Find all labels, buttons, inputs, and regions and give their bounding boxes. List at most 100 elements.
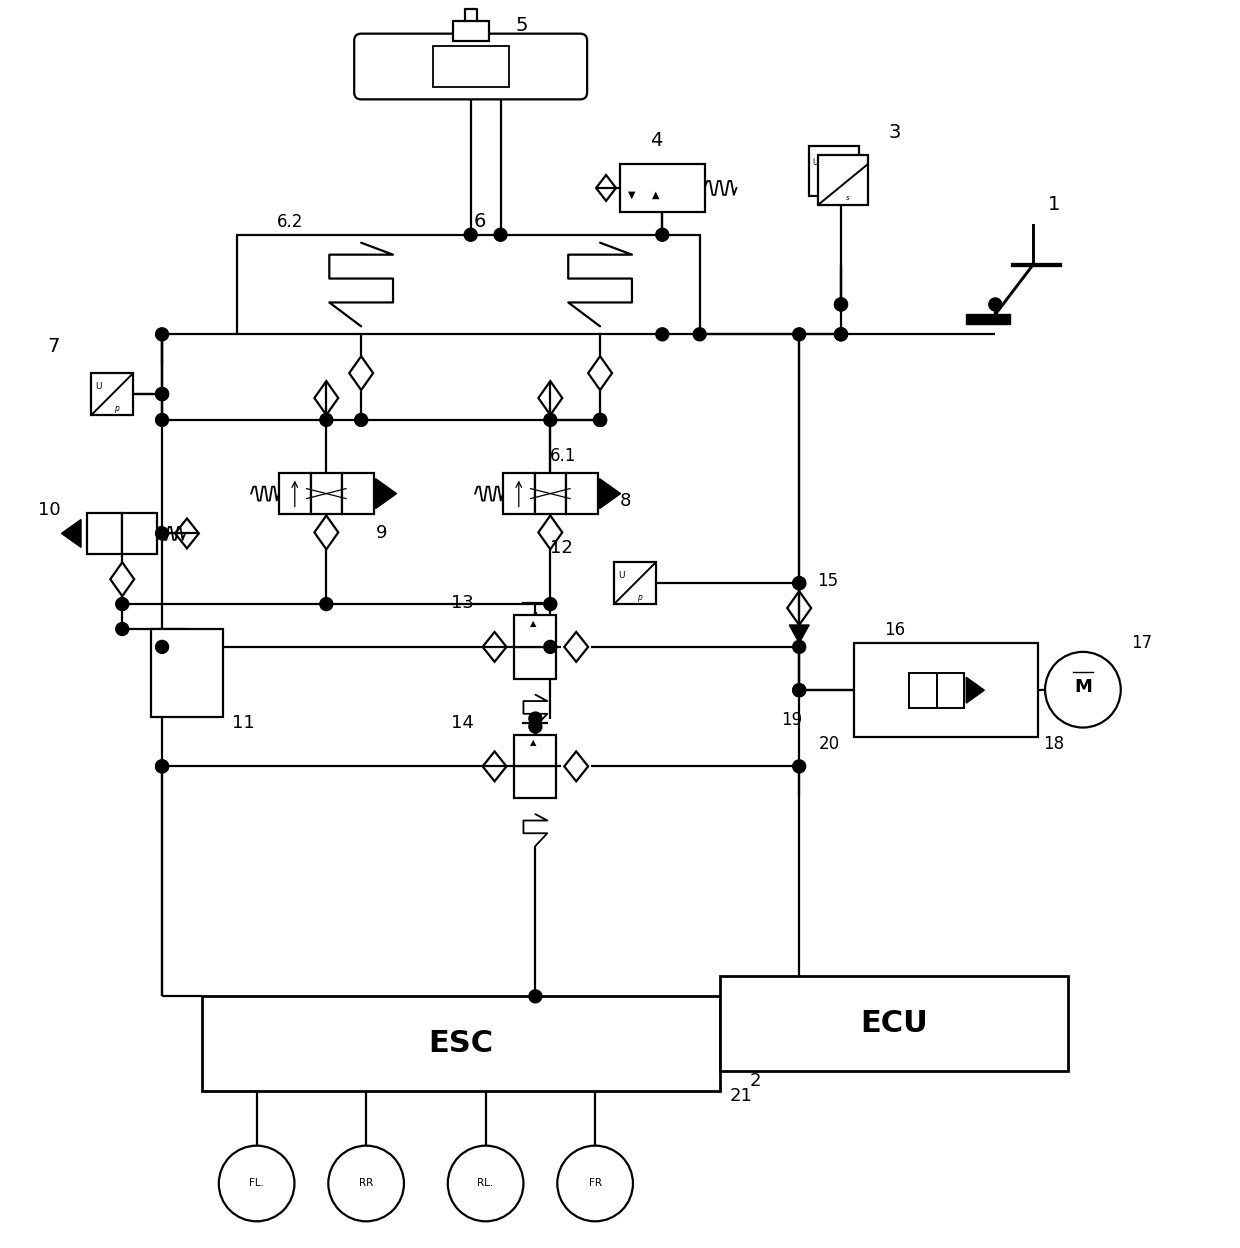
Text: RL.: RL. <box>477 1178 494 1188</box>
Text: 1: 1 <box>1048 195 1060 213</box>
Circle shape <box>544 413 557 427</box>
Text: 2: 2 <box>749 1072 761 1090</box>
Bar <box>567 473 598 514</box>
Text: 15: 15 <box>817 572 838 590</box>
Circle shape <box>835 328 847 341</box>
Circle shape <box>448 1146 523 1222</box>
Text: ▲: ▲ <box>531 739 537 748</box>
Circle shape <box>155 760 169 773</box>
Circle shape <box>792 684 806 696</box>
Circle shape <box>218 1146 294 1222</box>
Circle shape <box>155 388 169 401</box>
Text: 14: 14 <box>451 714 474 731</box>
Text: U: U <box>618 572 625 580</box>
Bar <box>503 473 534 514</box>
Text: 17: 17 <box>1131 634 1152 651</box>
Circle shape <box>529 720 542 733</box>
Text: ▲: ▲ <box>531 619 537 628</box>
Circle shape <box>792 684 806 696</box>
Bar <box>123 513 157 554</box>
Bar <box>237 235 699 334</box>
Text: 20: 20 <box>820 735 841 754</box>
Text: p: p <box>637 593 642 602</box>
Circle shape <box>792 577 806 589</box>
Text: ▲: ▲ <box>652 190 660 200</box>
Text: s: s <box>846 195 849 201</box>
Circle shape <box>792 577 806 589</box>
Circle shape <box>529 990 542 1003</box>
Bar <box>202 996 719 1091</box>
Text: p: p <box>114 404 119 413</box>
Circle shape <box>544 640 557 654</box>
Text: U: U <box>812 158 817 167</box>
Text: 6.2: 6.2 <box>277 213 303 231</box>
Circle shape <box>792 640 806 654</box>
Text: RR: RR <box>360 1178 373 1188</box>
Circle shape <box>320 598 332 610</box>
Bar <box>87 513 123 554</box>
Polygon shape <box>376 479 397 508</box>
Circle shape <box>835 328 847 341</box>
Bar <box>937 673 965 708</box>
Circle shape <box>835 298 847 311</box>
Circle shape <box>594 413 606 427</box>
Text: 8: 8 <box>620 492 631 509</box>
Text: 5: 5 <box>516 16 528 35</box>
Text: 10: 10 <box>37 502 61 519</box>
Polygon shape <box>789 625 810 643</box>
Bar <box>818 155 868 205</box>
Text: U: U <box>95 382 102 391</box>
Bar <box>453 21 489 41</box>
Text: FR: FR <box>589 1178 601 1188</box>
Bar <box>515 735 557 766</box>
Text: M: M <box>1074 678 1092 695</box>
Text: 19: 19 <box>781 711 802 729</box>
Circle shape <box>529 713 542 725</box>
Circle shape <box>155 640 169 654</box>
Text: FL.: FL. <box>249 1178 264 1188</box>
Text: 11: 11 <box>232 714 254 731</box>
Bar <box>810 146 859 196</box>
Bar <box>151 629 223 716</box>
Bar <box>854 643 1038 738</box>
Bar <box>92 373 133 414</box>
Bar <box>515 646 557 679</box>
Circle shape <box>656 328 668 341</box>
Bar <box>433 46 508 87</box>
Circle shape <box>115 623 129 635</box>
Circle shape <box>792 760 806 773</box>
Circle shape <box>115 598 129 610</box>
Text: 13: 13 <box>451 594 474 612</box>
Circle shape <box>155 527 169 540</box>
Text: 4: 4 <box>650 131 662 150</box>
Circle shape <box>320 413 332 427</box>
Circle shape <box>792 328 806 341</box>
Circle shape <box>464 228 477 241</box>
Bar <box>620 163 704 212</box>
Circle shape <box>835 298 847 311</box>
Circle shape <box>693 328 706 341</box>
Circle shape <box>494 228 507 241</box>
Circle shape <box>988 298 1002 311</box>
Circle shape <box>155 328 169 341</box>
FancyBboxPatch shape <box>355 34 588 100</box>
Text: ECU: ECU <box>859 1010 928 1038</box>
Text: 6.1: 6.1 <box>551 447 577 464</box>
Bar <box>909 673 937 708</box>
Text: 6: 6 <box>474 212 486 231</box>
Circle shape <box>1045 651 1121 728</box>
Text: ESC: ESC <box>428 1030 494 1058</box>
Bar <box>515 766 557 799</box>
Circle shape <box>155 413 169 427</box>
Bar <box>310 473 342 514</box>
Bar <box>534 473 567 514</box>
Circle shape <box>155 388 169 401</box>
Polygon shape <box>62 519 81 548</box>
Circle shape <box>594 413 606 427</box>
Polygon shape <box>966 314 1011 324</box>
Bar <box>279 473 310 514</box>
Circle shape <box>557 1146 632 1222</box>
Circle shape <box>355 413 367 427</box>
Bar <box>719 976 1068 1071</box>
Text: 18: 18 <box>1043 735 1064 754</box>
